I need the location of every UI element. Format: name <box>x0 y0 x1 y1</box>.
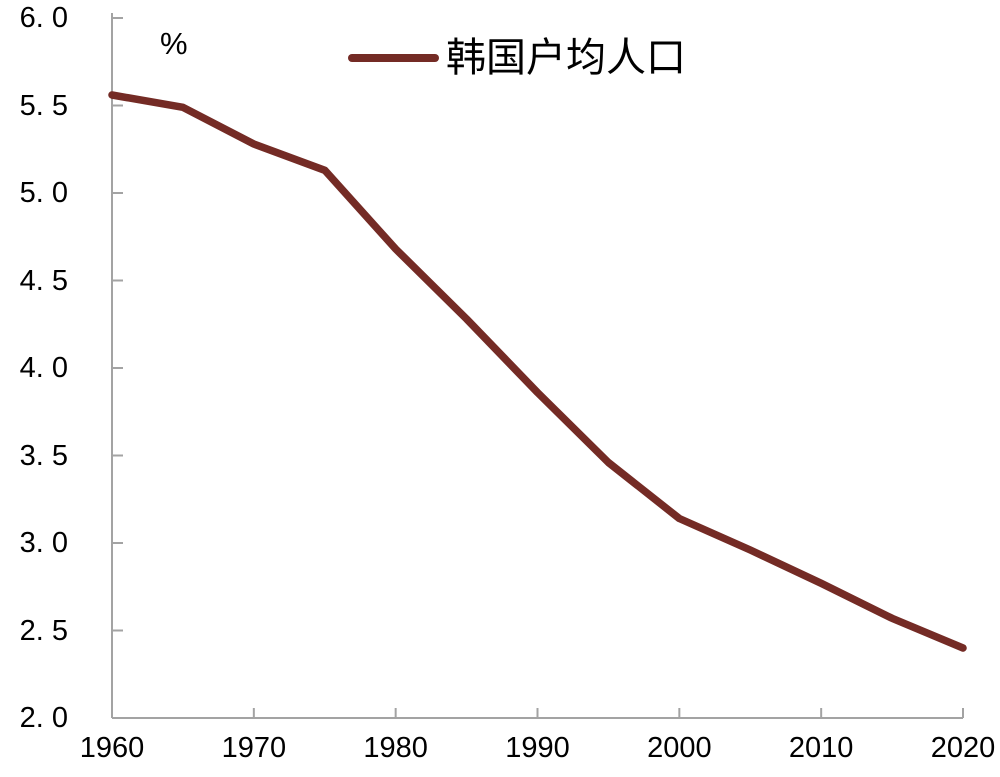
x-tick-label: 2010 <box>788 732 854 764</box>
y-tick-label: 4. 5 <box>19 264 68 297</box>
x-tick-label: 1960 <box>79 732 145 764</box>
y-tick-label: 2. 5 <box>19 614 68 647</box>
legend: 韩国户均人口 <box>348 37 686 79</box>
x-tick-label: 2020 <box>930 732 996 764</box>
legend-series-label: 韩国户均人口 <box>446 36 686 80</box>
y-tick-label: 5. 5 <box>19 89 68 122</box>
y-tick-label: 4. 0 <box>19 352 68 384</box>
y-tick-label: 5. 0 <box>19 177 68 209</box>
y-tick-label: 2. 0 <box>19 702 68 734</box>
x-tick-label: 2000 <box>647 732 712 764</box>
y-tick-label: 6. 0 <box>19 2 68 34</box>
data-line-korea-household-size <box>108 91 967 652</box>
y-tick-label: 3. 0 <box>19 527 68 559</box>
y-axis-unit-label: % <box>160 26 188 61</box>
y-tick-label: 3. 5 <box>19 439 68 472</box>
x-tick-label: 1980 <box>363 732 428 764</box>
legend-line-swatch <box>348 54 439 62</box>
x-tick-label: 1970 <box>221 732 287 764</box>
x-tick-label: 1990 <box>505 732 570 764</box>
